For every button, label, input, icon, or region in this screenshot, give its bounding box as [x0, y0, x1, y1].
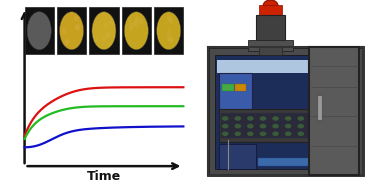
Ellipse shape — [234, 116, 241, 121]
Ellipse shape — [141, 29, 146, 35]
Ellipse shape — [222, 124, 229, 129]
Ellipse shape — [136, 36, 140, 41]
Bar — [219, 109, 315, 142]
Bar — [310, 47, 359, 175]
Bar — [57, 7, 86, 54]
Text: Color: Color — [0, 84, 1, 120]
Bar — [89, 7, 119, 54]
Ellipse shape — [272, 131, 279, 136]
Ellipse shape — [160, 32, 164, 38]
Bar — [215, 55, 317, 169]
Ellipse shape — [285, 131, 292, 136]
Ellipse shape — [247, 116, 254, 121]
Ellipse shape — [156, 12, 181, 50]
Bar — [235, 84, 246, 91]
Text: Time: Time — [87, 170, 121, 182]
Ellipse shape — [92, 12, 116, 50]
Ellipse shape — [135, 39, 140, 44]
Bar — [257, 158, 313, 166]
Bar — [220, 113, 313, 138]
Ellipse shape — [263, 0, 278, 11]
Ellipse shape — [63, 33, 68, 38]
Ellipse shape — [135, 34, 139, 40]
Bar — [259, 5, 282, 18]
Ellipse shape — [95, 17, 99, 23]
Ellipse shape — [234, 124, 241, 129]
Ellipse shape — [60, 12, 84, 50]
Ellipse shape — [297, 131, 304, 136]
Ellipse shape — [64, 16, 68, 22]
Ellipse shape — [222, 116, 229, 121]
Ellipse shape — [167, 33, 172, 38]
Ellipse shape — [73, 15, 77, 21]
Ellipse shape — [160, 18, 164, 24]
Bar — [122, 7, 151, 54]
Bar — [317, 95, 322, 120]
Ellipse shape — [139, 41, 143, 47]
Ellipse shape — [27, 12, 51, 50]
Ellipse shape — [107, 31, 111, 37]
Ellipse shape — [222, 131, 229, 136]
Bar — [154, 7, 183, 54]
Ellipse shape — [234, 131, 241, 136]
Ellipse shape — [247, 124, 254, 129]
Ellipse shape — [165, 17, 170, 23]
Ellipse shape — [272, 116, 279, 121]
Ellipse shape — [124, 12, 148, 50]
Ellipse shape — [259, 116, 266, 121]
Ellipse shape — [285, 124, 292, 129]
Ellipse shape — [272, 124, 279, 129]
Ellipse shape — [105, 31, 109, 36]
Bar — [256, 15, 285, 44]
Bar — [208, 47, 363, 175]
Bar — [259, 47, 282, 55]
Ellipse shape — [247, 131, 254, 136]
Ellipse shape — [166, 37, 171, 43]
Ellipse shape — [142, 33, 146, 38]
Ellipse shape — [62, 29, 67, 35]
Bar — [219, 144, 256, 169]
Bar — [25, 7, 54, 54]
Ellipse shape — [61, 33, 66, 39]
Bar — [222, 84, 234, 91]
Ellipse shape — [104, 27, 108, 33]
Ellipse shape — [69, 41, 73, 47]
Ellipse shape — [106, 38, 110, 44]
Bar — [217, 60, 315, 73]
Ellipse shape — [259, 124, 266, 129]
Ellipse shape — [297, 124, 304, 129]
Bar — [219, 73, 252, 113]
Ellipse shape — [285, 116, 292, 121]
Ellipse shape — [259, 131, 266, 136]
Ellipse shape — [105, 29, 110, 35]
Ellipse shape — [166, 25, 170, 31]
Bar — [248, 40, 293, 51]
Ellipse shape — [297, 116, 304, 121]
